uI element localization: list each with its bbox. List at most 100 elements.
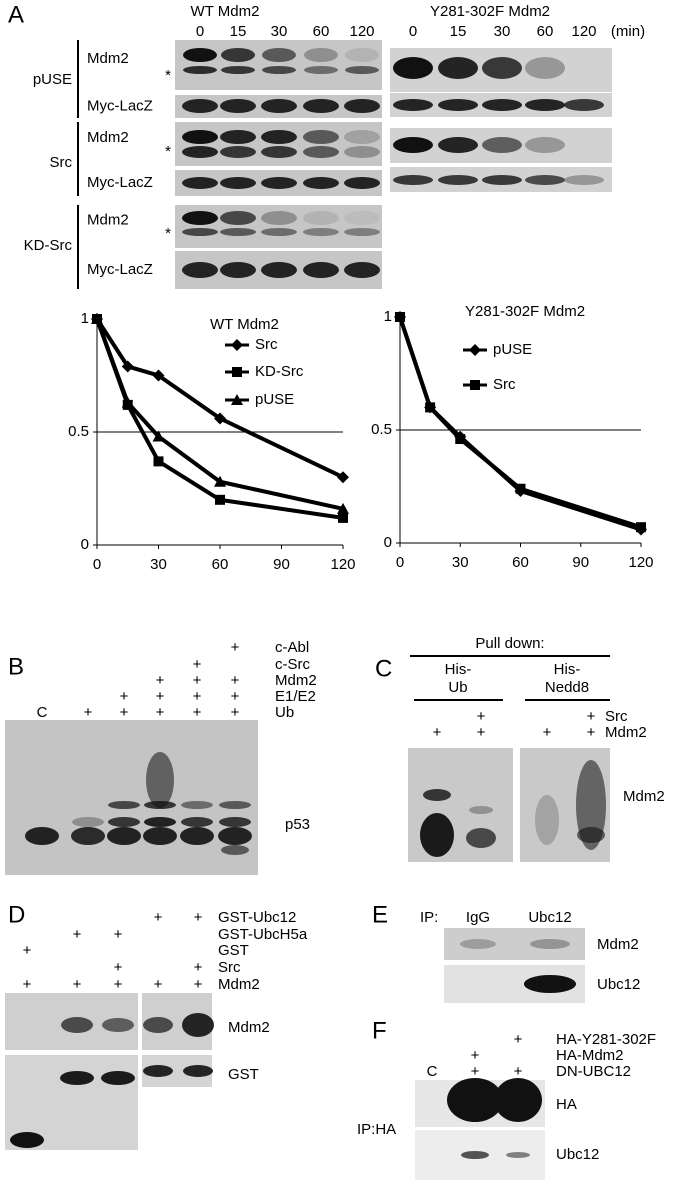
condition-mark: + (433, 724, 442, 741)
legend-marker (231, 394, 243, 405)
band (182, 130, 218, 144)
band (304, 66, 338, 74)
band (108, 801, 140, 809)
panel-label: A (8, 1, 24, 28)
band (144, 817, 176, 827)
x-tick-label: 0 (93, 556, 101, 573)
group-label: His- (554, 661, 581, 678)
band (482, 57, 522, 79)
x-tick-label: 30 (452, 554, 469, 571)
condition-mark: + (231, 672, 240, 689)
panel-label: C (375, 655, 392, 682)
condition-label: GST (218, 942, 249, 959)
lane-label: IgG (466, 909, 490, 926)
asterisk: * (165, 143, 171, 160)
band (143, 827, 177, 845)
band-label: Mdm2 (623, 788, 665, 805)
band (218, 827, 252, 845)
band (525, 175, 565, 185)
band (262, 48, 296, 62)
band (576, 760, 606, 850)
group-label: pUSE (33, 71, 72, 88)
band (101, 1071, 135, 1085)
band (182, 262, 218, 278)
band (420, 813, 454, 857)
band (461, 1151, 489, 1159)
band (183, 1065, 213, 1077)
band (344, 99, 380, 113)
band (303, 211, 339, 225)
band (61, 1017, 93, 1033)
band (180, 827, 214, 845)
condition-label: HA-Mdm2 (556, 1047, 624, 1064)
group-label: His- (445, 661, 472, 678)
row-label: Mdm2 (87, 129, 129, 146)
y-tick-label: 0 (384, 534, 392, 551)
lane-label: 120 (349, 23, 374, 40)
band (181, 801, 213, 809)
band (146, 752, 174, 808)
condition-mark: + (73, 976, 82, 993)
condition-mark: + (114, 926, 123, 943)
band (261, 228, 297, 236)
blot (175, 122, 382, 166)
blot (444, 928, 585, 960)
band (262, 66, 296, 74)
condition-label: DN-UBC12 (556, 1063, 631, 1080)
row-label: Myc-LacZ (87, 174, 153, 191)
band (25, 827, 59, 845)
band (183, 66, 217, 74)
legend-marker (232, 367, 242, 377)
legend-label: Src (493, 376, 516, 393)
band (344, 130, 380, 144)
blot-title: WT Mdm2 (191, 3, 260, 20)
band (525, 99, 565, 111)
band (438, 57, 478, 79)
band (220, 99, 256, 113)
band (564, 99, 604, 111)
band (181, 817, 213, 827)
condition-label: HA-Y281-302F (556, 1031, 656, 1048)
condition-mark: + (193, 672, 202, 689)
asterisk: * (165, 225, 171, 242)
lane-label: 30 (494, 23, 511, 40)
marker (215, 494, 225, 505)
x-tick-label: 90 (572, 554, 589, 571)
band (303, 177, 339, 189)
band (71, 827, 105, 845)
row-label: Myc-LacZ (87, 97, 153, 114)
band (182, 228, 218, 236)
marker (636, 522, 646, 533)
band-label: Ubc12 (597, 976, 640, 993)
band (303, 228, 339, 236)
band (393, 175, 433, 185)
band (344, 146, 380, 158)
lane-label: 30 (271, 23, 288, 40)
condition-mark: + (231, 639, 240, 656)
band (482, 137, 522, 153)
condition-mark: C (427, 1063, 438, 1080)
band (438, 175, 478, 185)
band (344, 177, 380, 189)
band (530, 939, 570, 949)
band (506, 1152, 530, 1158)
y-tick-label: 1 (81, 310, 89, 327)
marker (515, 483, 526, 494)
y-tick-label: 0 (81, 536, 89, 553)
condition-mark: + (194, 976, 203, 993)
marker (338, 512, 348, 523)
x-tick-label: 90 (273, 556, 290, 573)
band-label: p53 (285, 816, 310, 833)
band (221, 48, 255, 62)
band-label: Mdm2 (597, 936, 639, 953)
band (182, 211, 218, 225)
lane-label: 0 (196, 23, 204, 40)
blot (175, 40, 382, 90)
band (182, 1013, 214, 1037)
x-tick-label: 0 (396, 554, 404, 571)
band (303, 99, 339, 113)
marker (121, 360, 134, 373)
condition-label: Src (218, 959, 241, 976)
lane-label: 120 (571, 23, 596, 40)
